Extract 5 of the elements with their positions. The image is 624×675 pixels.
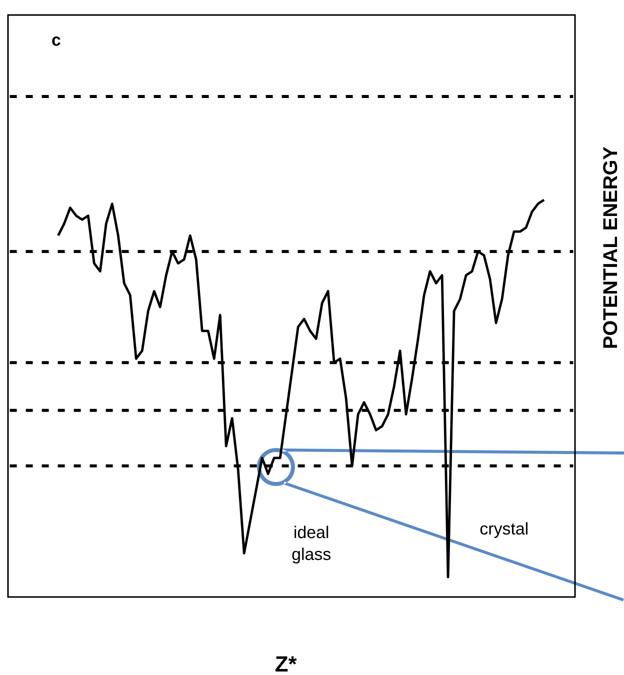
- x-axis-title: Z*: [276, 656, 297, 672]
- text: c: [52, 36, 60, 46]
- annotation: ideal glass: [292, 526, 331, 564]
- annotation: crystal: [480, 522, 528, 538]
- y-axis-title: POTENTIAL ENERGY: [603, 146, 618, 348]
